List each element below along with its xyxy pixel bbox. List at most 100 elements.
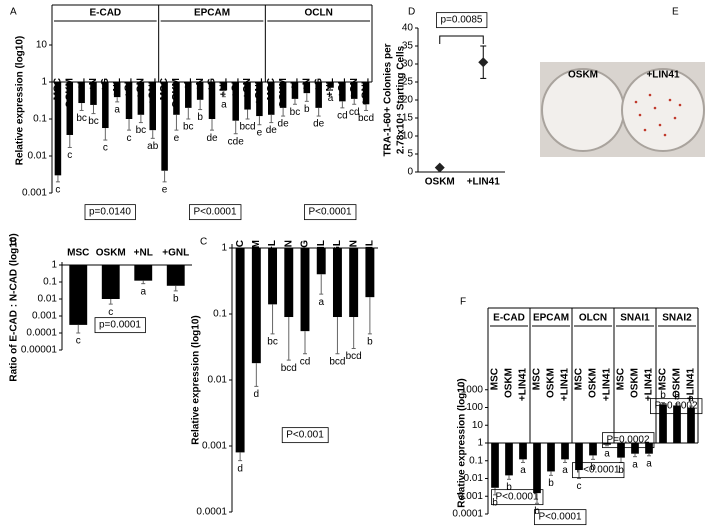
- colony: [663, 133, 667, 137]
- bar: [291, 82, 299, 99]
- p-value: P<0.0001: [576, 465, 620, 476]
- p-value: P<0.001: [286, 430, 324, 441]
- bar: [659, 404, 667, 443]
- significance-letter: d: [254, 389, 260, 400]
- colony: [638, 113, 642, 117]
- significance-letter: a: [114, 105, 120, 116]
- x-tick-label: OSKM: [588, 368, 599, 398]
- x-tick-label: MSC: [658, 368, 669, 390]
- y-tick-label: 1: [41, 77, 47, 88]
- significance-letter: bcd: [239, 122, 255, 133]
- bar: [603, 443, 611, 445]
- significance-letter: a: [632, 459, 638, 470]
- p-value-box: [650, 398, 703, 415]
- bar: [113, 82, 121, 98]
- significance-letter: bc: [183, 122, 194, 133]
- bar: [575, 443, 583, 471]
- bar: [220, 82, 228, 91]
- x-tick-label: +NL: [134, 248, 153, 259]
- culture-dish: [621, 68, 705, 152]
- group-label: E-CAD: [89, 8, 121, 19]
- significance-letter: a: [328, 93, 334, 104]
- p-value-box: [189, 204, 242, 221]
- significance-letter: bcd: [281, 363, 297, 374]
- bar: [362, 82, 370, 105]
- x-tick-label: +L: [267, 240, 278, 252]
- bar: [589, 443, 597, 456]
- y-tick-label: 0.1: [33, 114, 47, 125]
- significance-letter: de: [278, 119, 290, 130]
- y-tick-label: 1: [51, 260, 57, 271]
- bar: [561, 443, 569, 460]
- y-tick-label: 0.001: [458, 491, 483, 502]
- p-value: p=0.0140: [89, 207, 131, 218]
- bar: [303, 82, 311, 94]
- p-value: p=0.0085: [441, 15, 483, 26]
- y-axis-label: TRA-1-60+ Colonies per: [383, 43, 394, 156]
- colony: [634, 100, 638, 104]
- bar: [208, 82, 216, 119]
- bar: [491, 443, 499, 488]
- y-tick-label: 25: [402, 77, 414, 88]
- significance-letter: de: [206, 133, 218, 144]
- group-label: SNAI1: [620, 313, 650, 324]
- significance-letter: bcd: [346, 351, 362, 362]
- colony: [668, 98, 672, 102]
- significance-letter: b: [548, 478, 554, 489]
- significance-letter: cd: [337, 111, 348, 122]
- significance-letter: a: [221, 99, 227, 110]
- panel-letter: E: [672, 7, 679, 18]
- bar: [349, 248, 359, 318]
- p-value: P=0.0002: [606, 435, 650, 446]
- y-tick-label: 0.1: [43, 277, 57, 288]
- bar: [232, 82, 239, 121]
- significance-letter: c: [67, 150, 72, 161]
- colony: [653, 106, 657, 110]
- significance-letter: b: [590, 462, 596, 473]
- point: [434, 162, 445, 173]
- significance-letter: bcd: [358, 113, 374, 124]
- bar: [279, 82, 287, 108]
- p-value: p=0.0001: [99, 320, 141, 331]
- y-tick-label: 10: [36, 40, 48, 51]
- bar: [268, 82, 275, 115]
- significance-letter: ab: [147, 141, 159, 152]
- bar: [90, 82, 97, 105]
- y-tick-label: 0.1: [213, 309, 227, 320]
- p-value-box: [436, 12, 488, 29]
- p-value: P<0.0001: [538, 512, 582, 523]
- colony: [648, 93, 652, 97]
- x-tick-label: MSC: [67, 248, 89, 259]
- significance-letter: a: [318, 297, 324, 308]
- significance-letter: d: [237, 463, 243, 474]
- y-tick-label: 0.1: [469, 455, 483, 466]
- bar: [332, 248, 342, 318]
- significance-letter: b: [367, 337, 373, 348]
- bar: [69, 265, 88, 325]
- significance-letter: bc: [76, 113, 87, 124]
- y-tick-label: 1: [221, 243, 227, 254]
- bar: [185, 82, 192, 108]
- group-label: OCLN: [304, 8, 332, 19]
- y-tick-label: 0.01: [464, 473, 484, 484]
- significance-letter: cd: [300, 356, 311, 367]
- x-tick-label: +GNL: [162, 248, 189, 259]
- x-tick-label: +LIN41: [686, 368, 697, 402]
- y-tick-label: 10: [402, 131, 414, 142]
- bar: [166, 265, 185, 286]
- significance-letter: c: [55, 185, 60, 196]
- x-tick-label: +LIN41: [560, 368, 571, 402]
- x-tick-label: +LIN41: [644, 368, 655, 402]
- significance-letter: b: [674, 392, 680, 403]
- group-label: E-CAD: [493, 313, 525, 324]
- y-axis-label: Relative expression (log10): [191, 315, 202, 445]
- significance-letter: de: [266, 125, 278, 136]
- y-tick-label: 15: [402, 113, 414, 124]
- y-tick-label: 1: [477, 438, 483, 449]
- significance-letter: c: [577, 481, 582, 492]
- x-tick-label: +N: [283, 240, 294, 253]
- p-value-box: [84, 204, 136, 221]
- significance-letter: a: [604, 448, 610, 459]
- bar: [284, 248, 294, 318]
- point: [478, 57, 489, 68]
